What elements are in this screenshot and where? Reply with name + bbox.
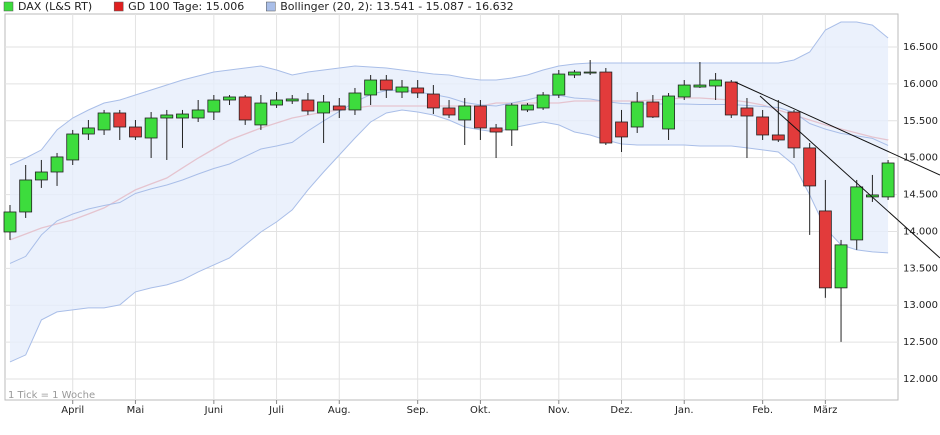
candle-body [426,93,440,109]
candle-body [552,73,566,96]
candle-body [113,112,127,128]
candle-body [662,95,675,130]
candle-body [332,105,346,111]
candle-body [709,79,722,87]
candle-body [317,101,331,114]
candle-body [850,186,864,241]
candle-body [442,107,456,116]
y-tick-label: 16.000 [903,79,938,90]
candle-body [50,156,64,173]
candle-body [129,126,142,138]
x-tick-label: Nov. [548,405,570,416]
x-tick-label: Sep. [407,405,429,416]
x-tick-label: April [61,405,84,416]
candle-body [254,102,268,126]
candle-body [740,107,754,117]
legend-label: Bollinger (20, 2): 13.541 - 15.087 - 16.… [280,0,513,13]
candle-body [19,179,33,213]
candle-body [834,244,848,289]
y-tick-label: 12.500 [903,337,938,348]
candle-body [97,112,111,131]
candle-body [568,71,581,76]
candle-body [881,162,895,198]
candle-body [693,84,707,88]
x-tick-label: Juni [204,405,223,416]
candle-body [803,147,817,187]
legend-swatch [266,1,276,12]
candle-body [646,101,660,118]
y-tick-label: 15.000 [903,153,938,164]
band-lower [9,109,889,363]
candle-body [458,105,472,121]
y-tick-label: 16.500 [903,42,938,53]
candle-body [677,84,691,98]
candle-body [395,86,409,93]
y-tick-label: 15.500 [903,116,938,127]
legend-swatch [113,1,124,12]
candle-body [756,116,770,136]
candle-body [521,104,534,111]
tick-note: 1 Tick = 1 Woche [8,390,95,401]
x-tick-label: Okt. [470,405,491,416]
candle-body [82,127,95,135]
candle-body [615,121,628,138]
candle-body [724,81,738,116]
legend-swatch [3,1,14,12]
x-tick-label: Aug. [328,405,351,416]
y-tick-label: 14.000 [903,226,938,237]
candle-body [285,98,299,102]
candle-body [771,134,785,141]
legend-label: GD 100 Tage: 15.006 [128,0,244,13]
candle-body [379,79,393,91]
legend-label: DAX (L&S RT) [18,0,92,13]
foreground-layer: 12.000 12.500 13.000 13.500 14.000 14.500 15.0… [3,0,938,416]
x-tick-label: Mai [127,405,145,416]
candle-body [630,101,644,128]
band-middle [9,89,889,264]
candle-body [270,99,283,106]
x-tick-label: Jan. [674,405,694,416]
candle-body [3,211,17,233]
candle-body [348,92,362,111]
trend-line [759,95,940,259]
candle-body [583,71,597,74]
candle-body [191,109,205,119]
band-upper [9,21,889,166]
y-tick-label: 12.000 [903,374,938,385]
candle-body [536,94,550,109]
y-tick-label: 13.000 [903,300,938,311]
candle-body [66,133,80,161]
candle-body [599,71,613,144]
candle-body [144,117,158,139]
candle-body [364,79,378,96]
candle-body [505,104,519,131]
trend-line [734,81,940,176]
candle-body [176,113,189,119]
candle-body [473,105,487,129]
x-tick-label: Dez. [610,405,632,416]
y-tick-label: 13.500 [903,263,938,274]
x-tick-label: März [813,405,837,416]
candle-body [489,127,503,133]
candle-body [207,99,221,113]
candle-body [223,96,236,101]
y-tick-label: 14.500 [903,190,938,201]
candle-body [34,171,48,181]
candle-body [160,114,174,119]
x-tick-label: Feb. [752,405,773,416]
candle-body [411,87,425,94]
candle-body [787,111,801,149]
candle-body [238,96,252,121]
x-tick-label: Juli [268,405,284,416]
candle-body [818,210,832,289]
candle-body [301,99,315,112]
